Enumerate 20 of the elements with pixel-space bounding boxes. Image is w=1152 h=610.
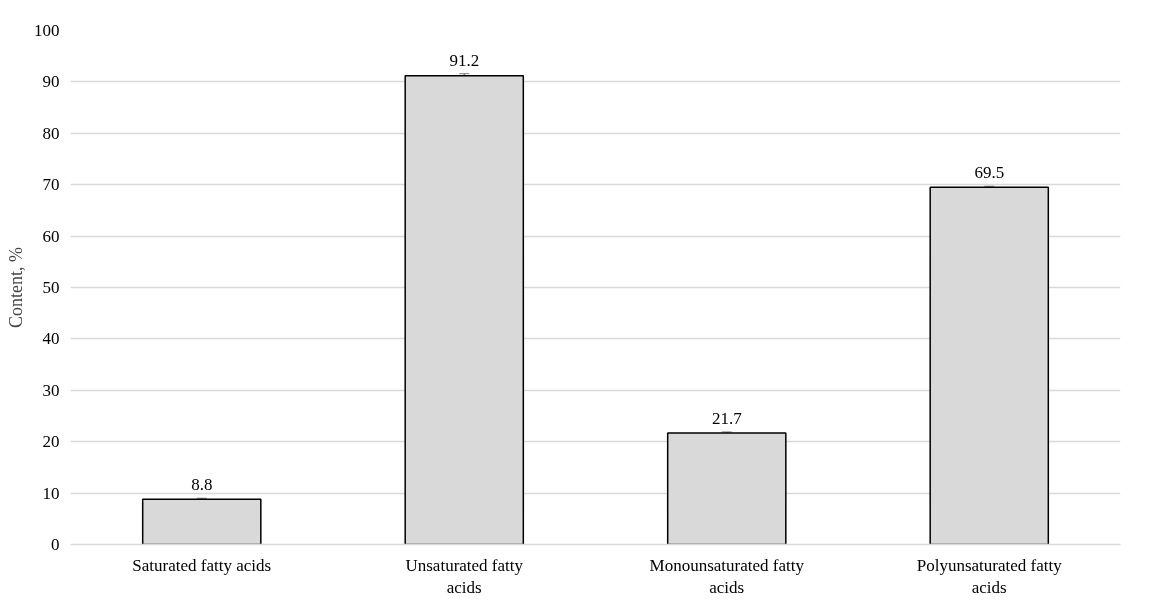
y-tick-label: 50: [42, 278, 60, 297]
x-tick-label: Monounsaturated fatty acids: [649, 555, 805, 598]
data-label: 21.7: [711, 408, 743, 428]
y-tick-label: 80: [42, 123, 60, 143]
x-tick-label: Polyunsaturated fatty acids: [916, 555, 1063, 598]
data-label: 69.5: [974, 163, 1005, 183]
y-tick-label: 100: [34, 21, 60, 40]
y-tick-label: 40: [42, 329, 60, 349]
y-tick-label: 10: [42, 483, 60, 503]
y-tick-label: 0: [51, 535, 60, 554]
x-tick-label: Saturated fatty acids: [132, 555, 272, 575]
y-tick-label: 20: [42, 432, 60, 452]
y-tick-label: 30: [42, 380, 60, 400]
x-tick-label: Unsaturated fatty acids: [405, 555, 524, 598]
data-label: 8.8: [191, 475, 213, 495]
data-label: 91.2: [449, 50, 480, 70]
y-tick-label: 90: [42, 72, 60, 92]
y-tick-label: 70: [42, 175, 60, 195]
y-tick-label: 60: [42, 226, 60, 246]
y-axis-title: Content, %: [6, 247, 26, 328]
